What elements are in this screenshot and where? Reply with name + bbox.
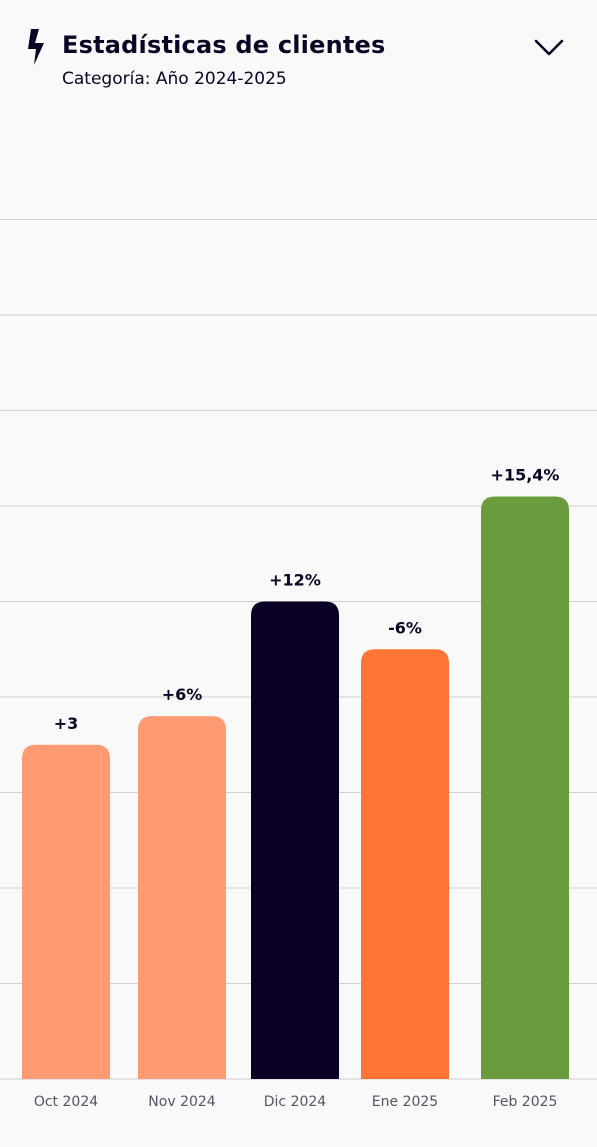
bar-value-label: +12%	[269, 571, 321, 590]
bar	[481, 496, 569, 1079]
bar	[138, 716, 226, 1079]
bar-value-label: +15,4%	[491, 465, 560, 484]
x-tick-label: Oct 2024	[34, 1094, 98, 1110]
bar-value-label: +3	[54, 714, 79, 733]
chevron-down-icon[interactable]	[532, 34, 566, 60]
bar	[22, 744, 110, 1079]
x-tick-label: Ene 2025	[372, 1094, 438, 1110]
bar-value-label: -6%	[388, 618, 422, 637]
chart-subtitle: Categoría: Año 2024-2025	[62, 69, 287, 89]
bar	[251, 601, 339, 1079]
x-tick-label: Feb 2025	[493, 1094, 558, 1110]
x-tick-label: Nov 2024	[148, 1094, 215, 1110]
bar-value-label: +6%	[162, 685, 203, 704]
lightning-bolt-icon	[28, 29, 44, 65]
chart-header: Estadísticas de clientes Categoría: Año …	[0, 0, 597, 110]
x-tick-label: Dic 2024	[264, 1094, 327, 1110]
bar	[361, 649, 449, 1079]
chart-title: Estadísticas de clientes	[62, 31, 386, 59]
